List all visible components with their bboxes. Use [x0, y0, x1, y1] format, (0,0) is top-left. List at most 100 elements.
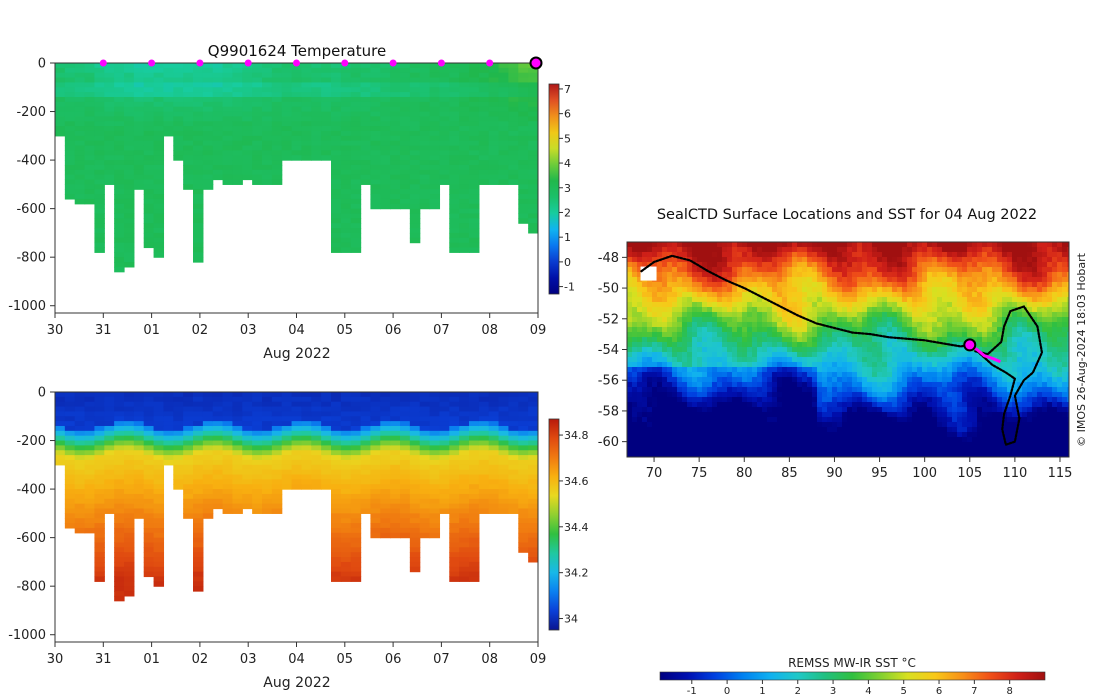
sst-cell [752, 242, 758, 248]
sst-cell [877, 302, 883, 308]
salinity-cell [311, 450, 322, 456]
sst-cell [977, 262, 983, 268]
salinity-cell [114, 464, 125, 471]
sst-cell [1052, 282, 1058, 288]
temperature-cell [350, 106, 362, 113]
temperature-cell [202, 63, 214, 69]
sst-cell [792, 287, 798, 293]
temperature-cell [350, 111, 362, 117]
sst-cell [947, 312, 953, 318]
sst-cell [667, 252, 673, 258]
sst-cell [997, 347, 1003, 353]
salinity-cell [262, 498, 273, 505]
salinity-cell [193, 552, 204, 558]
temperature-cell [124, 121, 135, 127]
temperature-cell [469, 213, 480, 219]
salinity-cell [400, 532, 411, 539]
temperature-cell [232, 121, 243, 127]
salinity-cell [163, 401, 174, 408]
salinity-cell [84, 445, 96, 451]
temperature-cell [124, 252, 135, 258]
sst-cell [1057, 257, 1063, 263]
temperature-cell [400, 145, 411, 151]
sst-cell [1002, 327, 1008, 333]
sst-cell [717, 277, 723, 283]
sst-cell [672, 242, 678, 248]
salinity-cell [390, 484, 401, 490]
sst-cell [627, 277, 633, 283]
sst-cell [682, 342, 688, 348]
sst-cell [857, 317, 863, 323]
temperature-cell [133, 174, 145, 181]
temperature-cell [390, 111, 401, 117]
sst-cell [1062, 302, 1068, 308]
salinity-cell [281, 464, 293, 471]
salinity-cell [222, 498, 234, 505]
sst-cell [917, 262, 923, 268]
sst-cell [717, 257, 723, 263]
temperature-cell [360, 130, 372, 137]
sst-cell [902, 272, 908, 278]
sst-cell [877, 342, 883, 348]
sst-cell [882, 287, 888, 293]
salinity-cell [232, 474, 243, 480]
sst-cell [812, 322, 818, 328]
sst-cell [982, 347, 988, 353]
sst-cell [807, 352, 813, 358]
sst-cell [647, 297, 653, 303]
temperature-colorbar-gradient [548, 83, 560, 295]
salinity-x-axis: 30 31 01 02 03 04 05 06 07 08 09 [47, 642, 546, 667]
sst-cell [707, 257, 713, 263]
sst-cell [767, 267, 773, 273]
temperature-cell [508, 111, 519, 117]
salinity-cell [153, 411, 165, 417]
sst-cell [637, 307, 643, 313]
sst-cell [847, 337, 853, 343]
salinity-cell [262, 503, 273, 510]
sst-cell [652, 297, 658, 303]
sst-cell [852, 282, 858, 288]
temperature-cell [222, 77, 234, 84]
temperature-cell [331, 203, 342, 210]
salinity-cell [193, 513, 204, 519]
salinity-cell [459, 421, 470, 427]
salinity-cell [74, 469, 86, 476]
salinity-cell [459, 493, 470, 500]
sst-cell [957, 252, 963, 258]
salinity-cell [74, 425, 86, 432]
profile-marker [341, 59, 349, 67]
salinity-cell [370, 489, 381, 495]
salinity-cell [262, 479, 273, 485]
temperature-cell [252, 160, 263, 166]
temperature-cell [409, 72, 421, 79]
salinity-cell [508, 396, 519, 403]
sst-cell [872, 342, 878, 348]
salinity-cell [370, 464, 381, 471]
sst-cell [682, 262, 688, 268]
sst-cell [947, 272, 953, 278]
sst-cell [952, 277, 958, 283]
salinity-cell [173, 440, 184, 446]
temperature-cell [340, 87, 352, 93]
sst-cell [732, 247, 738, 253]
temperature-cell [84, 155, 96, 161]
temperature-cell [360, 150, 372, 156]
salinity-cell [518, 440, 529, 446]
sst-cell [727, 262, 733, 268]
sst-cell [632, 272, 638, 278]
salinity-cell [518, 518, 529, 524]
sst-cell [987, 277, 993, 283]
sst-cell [982, 342, 988, 348]
temperature-cell [439, 150, 450, 156]
sst-cell [832, 297, 838, 303]
salinity-cell [281, 392, 293, 398]
sst-cell [742, 352, 748, 358]
sst-cell [1062, 332, 1068, 338]
sst-cell [652, 262, 658, 268]
temperature-cell [340, 237, 352, 244]
salinity-cell [55, 459, 66, 466]
salinity-cell [459, 576, 470, 582]
temperature-cell [380, 184, 391, 190]
sst-cell [797, 287, 803, 293]
